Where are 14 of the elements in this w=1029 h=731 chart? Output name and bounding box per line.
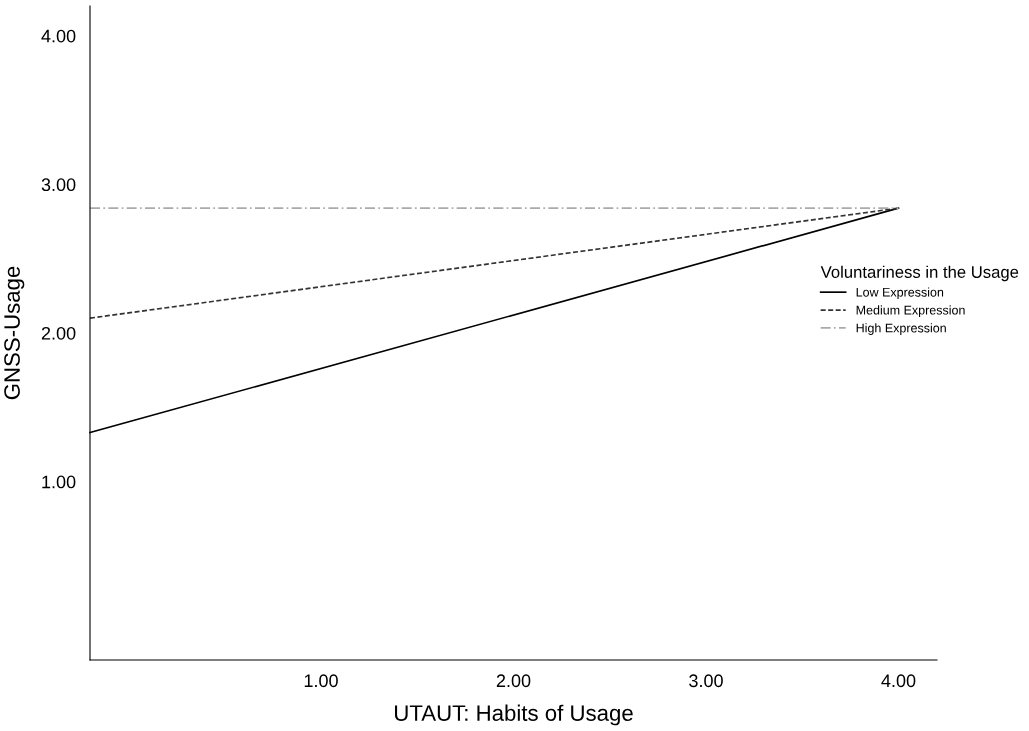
x-axis-title: UTAUT: Habits of Usage [395, 704, 633, 726]
y-tick-label: 1.00 [42, 475, 76, 489]
y-tick-label: 2.00 [41, 326, 76, 340]
y-tick-label: 4.00 [41, 29, 76, 43]
x-tick-label: 1.00 [304, 674, 338, 688]
legend-label: Medium Expression [856, 305, 965, 318]
y-tick-label: 3.00 [41, 178, 76, 192]
legend-title: Voluntariness in the Usage [820, 265, 1019, 282]
x-tick-label: 4.00 [881, 674, 916, 688]
legend-label: Low Expression [856, 287, 944, 300]
x-tick-label: 2.00 [496, 674, 531, 688]
legend-label: High Expression [856, 323, 946, 335]
x-tick-label: 3.00 [689, 674, 723, 688]
y-axis-title: GNSS-Usage [4, 266, 25, 400]
